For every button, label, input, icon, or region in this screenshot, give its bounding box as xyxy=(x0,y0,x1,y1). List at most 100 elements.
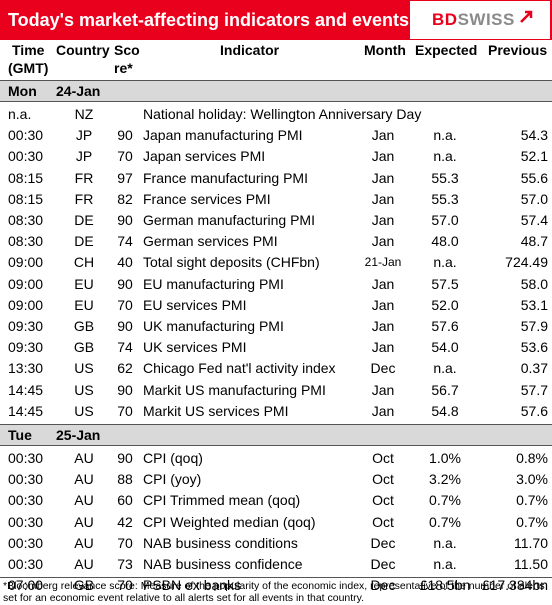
cell-month: Dec xyxy=(370,577,396,594)
cell-score: 88 xyxy=(117,471,133,488)
cell-previous: 53.1 xyxy=(520,296,548,313)
section-date: 24-Jan xyxy=(56,83,101,99)
cell-month: Oct xyxy=(372,513,394,530)
cell-previous: 48.7 xyxy=(520,233,548,250)
col-previous: Previous xyxy=(488,42,548,58)
cell-time: 00:30 xyxy=(8,492,44,509)
cell-previous: 58.0 xyxy=(520,275,548,292)
column-header: Time (GMT) Country Sco re* Indicator Mon… xyxy=(0,40,552,78)
cell-expected: 56.7 xyxy=(431,381,459,398)
cell-indicator: EU services PMI xyxy=(143,296,247,313)
cell-country: EU xyxy=(74,275,94,292)
cell-time: 13:30 xyxy=(8,360,44,377)
cell-previous: 3.0% xyxy=(516,471,548,488)
cell-score: 90 xyxy=(117,450,133,466)
cell-expected: 0.7% xyxy=(429,492,461,509)
cell-indicator: UK services PMI xyxy=(143,339,247,356)
cell-indicator: CPI Trimmed mean (qoq) xyxy=(143,492,301,509)
col-time-line1: Time xyxy=(12,42,45,58)
cell-time: 00:30 xyxy=(8,471,44,488)
cell-country: GB xyxy=(73,577,95,594)
cell-expected: n.a. xyxy=(433,127,457,144)
cell-score: 70 xyxy=(117,534,133,551)
cell-score: 90 xyxy=(117,127,133,144)
cell-score: 70 xyxy=(117,402,133,419)
cell-previous: 0.7% xyxy=(516,513,548,530)
cell-score: 62 xyxy=(117,360,133,377)
page-title: Today's market-affecting indicators and … xyxy=(8,10,410,30)
cell-country: FR xyxy=(74,190,94,207)
footnote-area: *Bloomberg relevance score: Measure of t… xyxy=(0,577,552,605)
cell-indicator: German services PMI xyxy=(143,233,278,250)
table-row: 00:30 AU 42 CPI Weighted median (qoq) Oct 0.7… xyxy=(0,512,552,533)
cell-indicator: Markit US services PMI xyxy=(143,402,289,419)
cell-time: 00:30 xyxy=(8,148,44,165)
cell-time: 14:45 xyxy=(8,402,44,419)
logo-arrow-icon xyxy=(520,10,533,23)
cell-month: Jan xyxy=(371,190,395,207)
cell-month: Jan xyxy=(371,212,395,228)
cell-country: NZ xyxy=(74,106,94,122)
cell-country: AU xyxy=(74,471,94,488)
cell-previous: 0.8% xyxy=(516,450,548,466)
col-indicator: Indicator xyxy=(220,42,280,58)
section-header: Tue 25-Jan xyxy=(0,424,552,446)
cell-score: 74 xyxy=(117,233,133,250)
cell-score: 70 xyxy=(117,296,133,313)
cell-expected: 52.0 xyxy=(431,296,459,313)
cell-expected: 57.5 xyxy=(431,275,459,292)
table-row: 00:30 AU 88 CPI (yoy) Oct 3.2% 3.0% xyxy=(0,469,552,490)
cell-expected: 57.0 xyxy=(431,212,459,228)
cell-expected: 54.8 xyxy=(431,402,459,419)
cell-time: 08:30 xyxy=(8,212,44,228)
table-row: 00:30 AU 90 CPI (qoq) Oct 1.0% 0.8% xyxy=(0,448,552,469)
cell-indicator: Markit US manufacturing PMI xyxy=(143,381,326,398)
table-row: 09:00 CH 40 Total sight deposits (CHFbn) 21-… xyxy=(0,252,552,273)
table-row: 08:15 FR 82 France services PMI Jan 55.3 57.0 xyxy=(0,189,552,210)
cell-time: 00:30 xyxy=(8,513,44,530)
cell-month: Jan xyxy=(371,233,395,250)
cell-country: US xyxy=(74,360,94,377)
cell-indicator: Chicago Fed nat'l activity index xyxy=(143,360,336,377)
cell-expected: 0.7% xyxy=(429,513,461,530)
cell-expected: £18.5bn xyxy=(419,577,471,594)
cell-expected: n.a. xyxy=(433,534,457,551)
cell-previous: 57.4 xyxy=(520,212,548,228)
cell-country: AU xyxy=(74,492,94,509)
table-row: 09:30 GB 74 UK services PMI Jan 54.0 53.6 xyxy=(0,337,552,358)
cell-indicator: France manufacturing PMI xyxy=(143,169,308,186)
cell-indicator: NAB business confidence xyxy=(143,556,303,572)
cell-expected: n.a. xyxy=(433,556,457,572)
cell-previous: 54.3 xyxy=(520,127,548,144)
cell-indicator: German manufacturing PMI xyxy=(143,212,315,228)
table-row: 08:30 DE 90 German manufacturing PMI Jan 57.0… xyxy=(0,210,552,231)
cell-time: 14:45 xyxy=(8,381,44,398)
cell-score: 90 xyxy=(117,318,133,334)
col-score-line1: Sco xyxy=(114,42,140,58)
cell-score: 70 xyxy=(117,148,133,165)
cell-previous: 724.49 xyxy=(505,254,548,271)
cell-time: 00:30 xyxy=(8,450,44,466)
col-time-line2: (GMT) xyxy=(8,60,49,76)
cell-score: 97 xyxy=(117,169,133,186)
col-score: Sco re* xyxy=(114,41,140,77)
cell-country: AU xyxy=(74,534,94,551)
cell-time: 09:00 xyxy=(8,296,44,313)
cell-country: GB xyxy=(73,318,95,334)
cell-country: DE xyxy=(74,212,94,228)
cell-country: CH xyxy=(73,254,95,271)
cell-indicator: France services PMI xyxy=(143,190,271,207)
cell-country: AU xyxy=(74,450,94,466)
cell-country: US xyxy=(74,381,94,398)
cell-time: 08:15 xyxy=(8,190,44,207)
cell-indicator: PSBN ex banks xyxy=(143,577,242,594)
cell-country: DE xyxy=(74,233,94,250)
cell-country: JP xyxy=(75,127,93,144)
cell-previous: 55.6 xyxy=(520,169,548,186)
table-row: 09:00 EU 90 EU manufacturing PMI Jan 57.5 58.0 xyxy=(0,274,552,295)
table-row: 00:30 AU 73 NAB business confidence Dec n.a. 1… xyxy=(0,554,552,575)
cell-time: 08:30 xyxy=(8,233,44,250)
col-expected: Expected xyxy=(415,42,478,58)
cell-expected: 54.0 xyxy=(431,339,459,356)
